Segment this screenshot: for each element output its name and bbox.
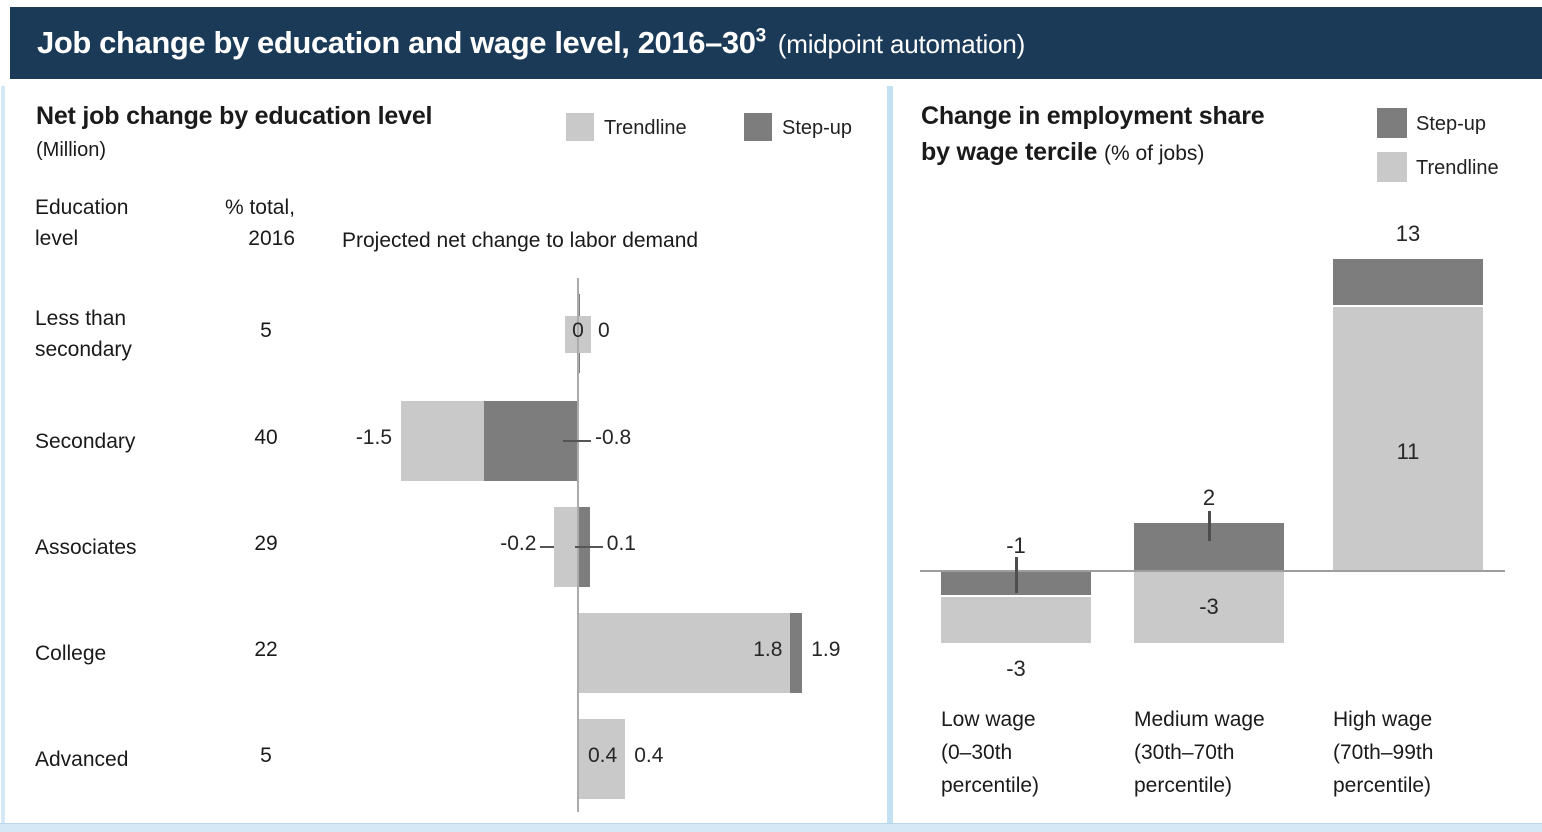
stepup-value-label: 1.9 (811, 638, 841, 661)
exhibit-title-text: Job change by education and wage level, … (37, 25, 756, 60)
stepup-bar (483, 401, 578, 481)
left-accent-border (1, 86, 5, 823)
stepup-bar (1333, 259, 1483, 305)
wage-category-label: percentile) (1134, 774, 1233, 797)
column-header-education-line2: level (35, 227, 79, 250)
exhibit-title: Job change by education and wage level, … (37, 25, 1025, 61)
trendline-label-tick (540, 546, 555, 548)
column-header-pct-total: % total, (224, 196, 295, 219)
stepup-legend-swatch (1377, 108, 1407, 138)
trendline-value-label: -3 (1199, 594, 1219, 619)
right-chart-title-line2: by wage tercile (% of jobs) (921, 138, 1204, 167)
stepup-value-label: 0.1 (606, 532, 636, 555)
column-header-education: Education (35, 196, 129, 219)
trendline-bar (1333, 307, 1483, 571)
trendline-legend-swatch (1377, 152, 1407, 182)
education-row-label: Associates (35, 535, 137, 559)
exhibit-header-bar: Job change by education and wage level, … (10, 7, 1542, 79)
stepup-legend-label: Step-up (1416, 113, 1487, 135)
stepup-label-tick (1208, 511, 1211, 541)
trendline-bar (1134, 571, 1284, 643)
pct-total-value: 29 (254, 532, 278, 555)
trendline-value-label: -3 (1006, 656, 1026, 681)
wage-category-label: (0–30th (941, 741, 1013, 764)
trendline-value-label: -1.5 (355, 426, 392, 449)
panel-divider (887, 86, 893, 823)
education-row-label: Advanced (35, 747, 129, 771)
education-row-label: Secondary (35, 429, 136, 453)
trendline-value-label: 11 (1396, 439, 1420, 465)
wage-category-label: Medium wage (1134, 708, 1265, 731)
pct-total-value: 5 (260, 319, 272, 342)
column-header-projected-change: Projected net change to labor demand (342, 229, 699, 252)
education-row-label: secondary (35, 338, 132, 361)
left-chart-title: Net job change by education level (36, 102, 433, 130)
left-chart-axis (577, 278, 579, 812)
trendline-bar (941, 597, 1091, 643)
trendline-bar (578, 613, 791, 693)
wage-category-label: High wage (1333, 708, 1433, 731)
stepup-value-label: -0.8 (595, 426, 632, 449)
right-chart-title-line2-bold: by wage tercile (921, 138, 1104, 166)
exhibit-title-note: (midpoint automation) (777, 29, 1026, 59)
stepup-legend-swatch (744, 113, 772, 141)
stepup-value-label: 13 (1395, 221, 1421, 246)
right-chart-unit: (% of jobs) (1104, 142, 1205, 165)
education-row-label: Less than (35, 307, 127, 330)
left-chart-unit: (Million) (36, 139, 106, 161)
pct-total-value: 40 (254, 426, 278, 449)
pct-total-value: 22 (254, 638, 278, 661)
trendline-value-label: 0 (572, 319, 584, 342)
column-header-pct-total-line2: 2016 (248, 227, 295, 250)
pct-total-value: 5 (260, 744, 272, 767)
wage-category-label: percentile) (1333, 774, 1432, 797)
trendline-legend-label: Trendline (1416, 157, 1499, 179)
trendline-value-label: 0.4 (587, 744, 618, 767)
trendline-legend-swatch (566, 113, 594, 141)
right-chart-title-line1: Change in employment share (921, 102, 1265, 130)
stepup-value-label: 2 (1202, 485, 1216, 510)
exhibit-title-footnote-marker: 3 (755, 25, 767, 47)
education-row-label: College (35, 641, 107, 665)
wage-category-label: percentile) (941, 774, 1040, 797)
wage-category-label: (30th–70th (1134, 741, 1235, 764)
stepup-value-label: 0.4 (634, 744, 664, 767)
right-chart-axis (920, 570, 1505, 572)
trendline-bar (554, 507, 578, 587)
trendline-value-label: -0.2 (500, 532, 537, 555)
stepup-label-tick (563, 440, 591, 442)
stepup-value-label: 0 (598, 319, 610, 342)
stepup-label-tick (574, 546, 603, 548)
bottom-accent-border (0, 823, 1542, 832)
stepup-label-tick (1015, 557, 1018, 593)
trendline-value-label: 1.8 (753, 638, 783, 661)
wage-category-label: (70th–99th (1333, 741, 1434, 764)
stepup-value-label: -1 (1006, 533, 1026, 558)
wage-category-label: Low wage (941, 708, 1036, 731)
trendline-legend-label: Trendline (604, 117, 687, 139)
trendline-bar (578, 719, 626, 799)
stepup-legend-label: Step-up (782, 117, 853, 139)
